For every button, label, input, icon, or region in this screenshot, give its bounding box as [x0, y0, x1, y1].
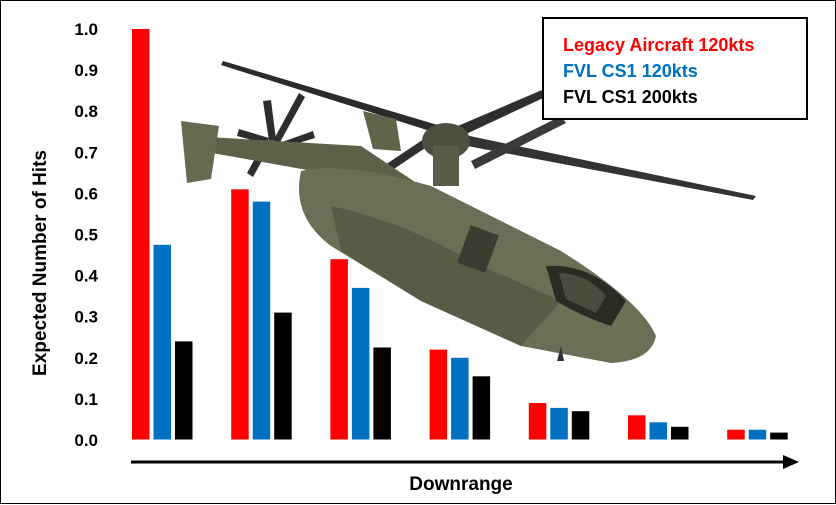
bar — [330, 259, 348, 440]
bars — [132, 29, 788, 440]
bar — [351, 287, 370, 440]
y-tick-label: 0.5 — [74, 226, 98, 245]
bar — [429, 349, 448, 440]
bar — [153, 244, 171, 440]
bar — [628, 415, 646, 440]
downrange-arrow — [131, 455, 799, 469]
x-axis-title: Downrange — [409, 474, 512, 495]
legend-item-fvl-200: FVL CS1 200kts — [563, 87, 698, 107]
bar — [472, 376, 491, 440]
bar — [451, 357, 469, 440]
y-tick-label: 0.9 — [74, 61, 98, 80]
y-tick-label: 0.7 — [74, 143, 98, 162]
bar — [727, 429, 745, 440]
y-tick-labels: 0.0 0.1 0.2 0.3 0.4 0.5 0.6 0.7 0.8 0.9 1.0 — [74, 20, 98, 450]
y-axis-title: Expected Number of Hits — [30, 150, 51, 376]
bar — [274, 312, 292, 440]
bar — [373, 347, 391, 440]
legend-item-legacy-120: Legacy Aircraft 120kts — [563, 35, 754, 55]
y-tick-label: 0.4 — [74, 267, 98, 286]
tiltrotor-helicopter-illustration — [181, 61, 756, 363]
bar — [748, 429, 767, 440]
y-tick-label: 0.6 — [74, 184, 98, 203]
bar — [231, 189, 249, 440]
legend: Legacy Aircraft 120kts FVL CS1 120kts FV… — [542, 17, 808, 120]
legend-box — [542, 17, 808, 120]
y-tick-label: 0.0 — [74, 431, 98, 450]
bar — [132, 29, 150, 440]
bar — [550, 407, 568, 440]
y-tick-label: 0.2 — [74, 349, 98, 368]
legend-item-fvl-120: FVL CS1 120kts — [563, 61, 698, 81]
bar — [571, 411, 590, 440]
bar — [671, 426, 689, 440]
bar — [649, 422, 667, 440]
y-tick-label: 0.8 — [74, 102, 98, 121]
y-tick-label: 1.0 — [74, 20, 98, 39]
bar — [770, 432, 788, 440]
y-tick-label: 0.3 — [74, 308, 98, 327]
bar — [252, 201, 271, 440]
y-tick-label: 0.1 — [74, 390, 98, 409]
bar — [175, 341, 193, 440]
bar — [528, 403, 547, 440]
